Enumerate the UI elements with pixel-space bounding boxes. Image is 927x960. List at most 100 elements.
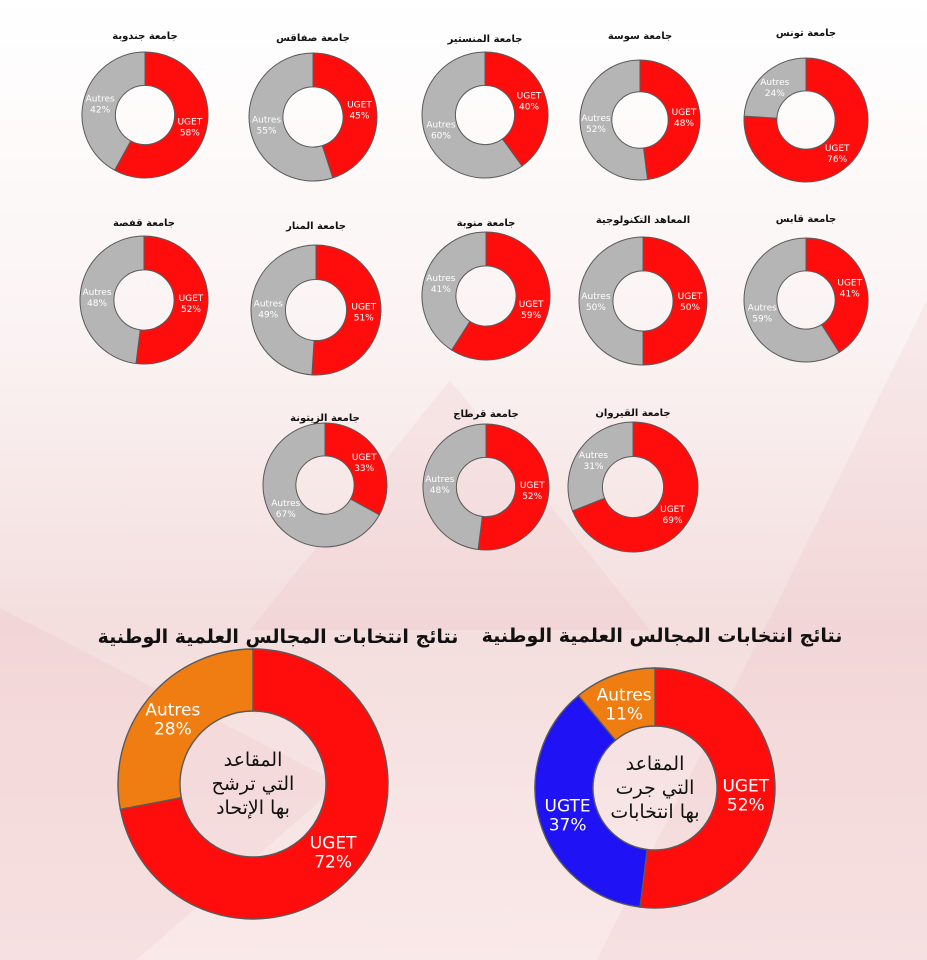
chart-title: جامعة قرطاج: [453, 409, 519, 420]
slice-uget: [451, 231, 551, 361]
chart-title: نتائج انتخابات المجالس العلمية الوطنية: [482, 625, 843, 647]
chart-title: جامعة المنار: [285, 221, 346, 232]
slice-uget: [311, 244, 382, 376]
slice-label-ugte: UGTE: [545, 796, 591, 816]
slice-label-uget: UGET: [517, 92, 542, 102]
slice-label-uget: UGET: [678, 292, 703, 302]
slice-label-uget: UGET: [660, 505, 685, 515]
slice-value-uget: 33%: [354, 464, 374, 474]
chart-title: جامعة سوسة: [608, 31, 672, 42]
chart-title: جامعة قابس: [776, 214, 837, 225]
slice-value-autres: 49%: [258, 310, 278, 320]
slice-value-autres: 11%: [605, 704, 643, 724]
slice-label-autres: Autres: [86, 94, 115, 104]
slice-uget: [477, 423, 550, 551]
slice-label-autres: Autres: [426, 274, 455, 284]
slice-label-uget: UGET: [722, 777, 769, 797]
slice-label-uget: UGET: [351, 303, 376, 313]
slice-label-autres: Autres: [426, 120, 455, 130]
slice-autres: [250, 244, 317, 376]
slice-autres: [79, 235, 145, 365]
slice-label-uget: UGET: [347, 101, 372, 111]
center-text-line: التي جرت: [616, 777, 695, 799]
slice-uget: [312, 52, 378, 179]
slice-autres: [421, 231, 487, 351]
slice-autres: [578, 236, 644, 366]
slice-autres: [743, 57, 807, 119]
slice-label-uget: UGET: [177, 118, 202, 128]
slice-value-autres: 48%: [87, 299, 107, 309]
slice-uget: [642, 236, 708, 366]
slice-label-autres: Autres: [748, 304, 777, 314]
slice-uget: [571, 421, 699, 553]
slice-value-uget: 52%: [181, 305, 201, 315]
center-text-line: بها انتخابات: [610, 801, 699, 823]
slice-ugte: [534, 694, 649, 908]
slice-value-autres: 31%: [583, 462, 603, 472]
slice-value-autres: 59%: [752, 315, 772, 325]
slice-value-autres: 24%: [765, 89, 785, 99]
slice-label-autres: Autres: [425, 475, 454, 485]
slice-value-autres: 42%: [90, 105, 110, 115]
slice-value-autres: 67%: [276, 510, 296, 520]
chart-title: جامعة منوبة: [457, 218, 516, 229]
slice-value-uget: 45%: [349, 112, 369, 122]
slice-value-autres: 41%: [431, 285, 451, 295]
slice-uget: [805, 237, 869, 354]
slice-uget: [324, 422, 388, 516]
center-text-line: بها الإتحاد: [216, 797, 290, 819]
slice-label-autres: Autres: [581, 114, 610, 124]
slice-value-autres: 60%: [431, 131, 451, 141]
slice-label-autres: Autres: [597, 685, 652, 705]
slice-value-uget: 41%: [840, 289, 860, 299]
slice-value-uget: 50%: [680, 303, 700, 313]
slice-label-autres: Autres: [581, 292, 610, 302]
slice-value-uget: 52%: [727, 796, 765, 816]
slice-value-autres: 50%: [586, 303, 606, 313]
chart-title: جامعة قفصة: [113, 218, 175, 229]
chart-title: جامعة المنستير: [447, 34, 523, 45]
slice-value-autres: 52%: [586, 125, 606, 135]
slice-label-autres: Autres: [760, 78, 789, 88]
chart-title: المعاهد التكنولوجية: [596, 215, 690, 226]
slice-autres: [248, 52, 334, 182]
slice-value-uget: 76%: [827, 155, 847, 165]
chart-title: جامعة الزيتونة: [290, 413, 360, 424]
slice-value-uget: 52%: [522, 492, 542, 502]
slice-uget: [484, 51, 549, 167]
slice-uget: [119, 648, 389, 920]
slice-value-autres: 55%: [257, 126, 277, 136]
slice-autres: [579, 59, 649, 181]
slice-label-uget: UGET: [352, 453, 377, 463]
slice-label-autres: Autres: [271, 499, 300, 509]
slice-uget: [639, 667, 776, 909]
slice-value-uget: 69%: [663, 516, 683, 526]
slice-label-uget: UGET: [179, 294, 204, 304]
slice-label-uget: UGET: [825, 144, 850, 154]
slice-uget: [113, 51, 209, 179]
slice-label-uget: UGET: [672, 108, 697, 118]
slice-label-uget: UGET: [519, 300, 544, 310]
slice-value-ugte: 37%: [549, 815, 587, 835]
slice-autres: [743, 237, 840, 363]
center-text-line: المقاعد: [626, 753, 685, 775]
slice-label-autres: Autres: [252, 115, 281, 125]
center-text-line: المقاعد: [224, 749, 283, 771]
slice-value-uget: 48%: [674, 119, 694, 129]
slice-value-uget: 40%: [519, 103, 539, 113]
slice-value-uget: 59%: [521, 311, 541, 321]
slice-uget: [639, 59, 701, 181]
chart-title: جامعة جندوبة: [112, 31, 177, 42]
slice-value-uget: 51%: [354, 314, 374, 324]
